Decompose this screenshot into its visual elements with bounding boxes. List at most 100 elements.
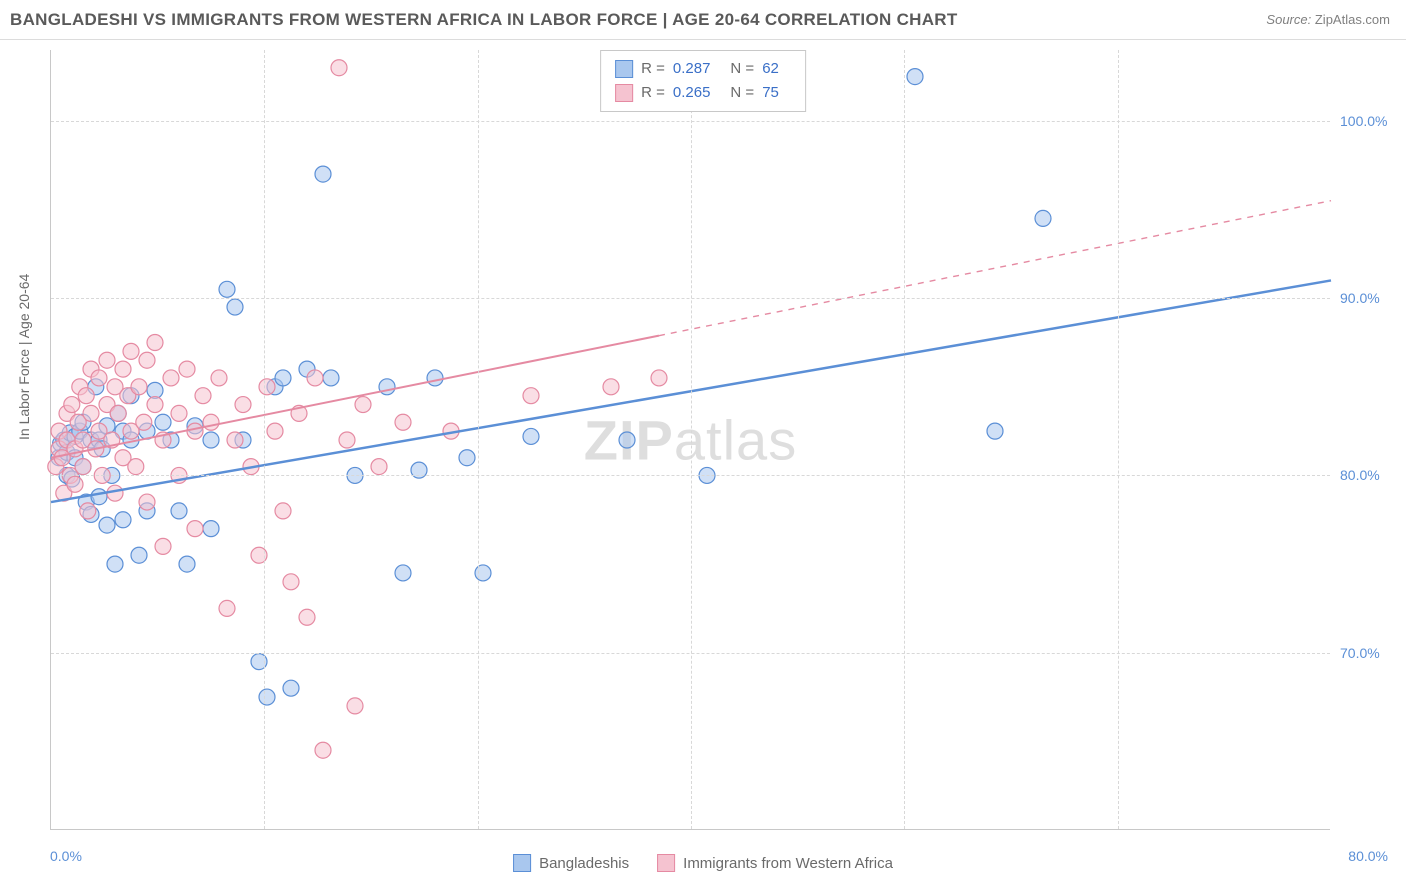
plot-area: ZIPatlas 70.0%80.0%90.0%100.0% [50, 50, 1330, 830]
data-point [227, 432, 243, 448]
bottom-legend: Bangladeshis Immigrants from Western Afri… [513, 854, 893, 872]
data-point [315, 166, 331, 182]
data-point [987, 423, 1003, 439]
data-point [171, 405, 187, 421]
legend-item: Bangladeshis [513, 854, 629, 872]
y-tick-label: 70.0% [1340, 645, 1400, 661]
legend-swatch [513, 854, 531, 872]
data-point [187, 423, 203, 439]
data-point [99, 352, 115, 368]
data-point [315, 742, 331, 758]
gridline-v [264, 50, 265, 829]
data-point [459, 450, 475, 466]
data-point [67, 476, 83, 492]
x-tick-start: 0.0% [50, 848, 82, 864]
data-point [523, 388, 539, 404]
data-point [163, 370, 179, 386]
data-point [235, 397, 251, 413]
stat-r-value: 0.287 [673, 57, 711, 81]
legend-swatch [657, 854, 675, 872]
data-point [339, 432, 355, 448]
gridline-v [478, 50, 479, 829]
data-point [128, 459, 144, 475]
data-point [80, 503, 96, 519]
stats-row: R =0.287N =62 [615, 57, 791, 81]
stats-row: R = 0.265 N = 75 [615, 81, 791, 105]
data-point [347, 698, 363, 714]
data-point [75, 459, 91, 475]
data-point [331, 60, 347, 76]
data-point [123, 343, 139, 359]
data-point [395, 565, 411, 581]
trend-line-dashed [659, 201, 1331, 336]
gridline-v [691, 50, 692, 829]
data-point [651, 370, 667, 386]
data-point [203, 432, 219, 448]
data-point [83, 405, 99, 421]
data-point [219, 600, 235, 616]
data-point [110, 405, 126, 421]
y-tick-label: 90.0% [1340, 290, 1400, 306]
data-point [203, 521, 219, 537]
data-point [603, 379, 619, 395]
legend-label: Bangladeshis [539, 855, 629, 872]
data-point [259, 689, 275, 705]
data-point [395, 414, 411, 430]
stat-n-label: N = [730, 81, 754, 105]
data-point [371, 459, 387, 475]
source-value: ZipAtlas.com [1315, 12, 1390, 27]
stat-r-value: 0.265 [673, 81, 711, 105]
data-point [136, 414, 152, 430]
data-point [131, 547, 147, 563]
stat-n-value: 75 [762, 81, 779, 105]
data-point [147, 335, 163, 351]
data-point [131, 379, 147, 395]
legend-swatch [615, 84, 633, 102]
data-point [275, 370, 291, 386]
data-point [219, 281, 235, 297]
data-point [907, 69, 923, 85]
data-point [619, 432, 635, 448]
data-point [115, 361, 131, 377]
data-point [427, 370, 443, 386]
data-point [275, 503, 291, 519]
data-point [91, 370, 107, 386]
data-point [355, 397, 371, 413]
legend-item: Immigrants from Western Africa [657, 854, 893, 872]
data-point [187, 521, 203, 537]
stat-n-label: N = [730, 57, 754, 81]
legend-label: Immigrants from Western Africa [683, 855, 893, 872]
data-point [155, 538, 171, 554]
data-point [283, 680, 299, 696]
data-point [91, 489, 107, 505]
source-label: Source: [1266, 12, 1311, 27]
data-point [155, 414, 171, 430]
x-tick-end: 80.0% [1348, 848, 1388, 864]
legend-swatch [615, 60, 633, 78]
data-point [115, 512, 131, 528]
data-point [171, 503, 187, 519]
data-point [299, 609, 315, 625]
data-point [179, 361, 195, 377]
data-point [379, 379, 395, 395]
data-point [64, 397, 80, 413]
data-point [259, 379, 275, 395]
data-point [267, 423, 283, 439]
data-point [78, 388, 94, 404]
gridline-v [1118, 50, 1119, 829]
source-credit: Source: ZipAtlas.com [1266, 12, 1390, 27]
data-point [211, 370, 227, 386]
data-point [99, 517, 115, 533]
stat-r-label: R = [641, 81, 665, 105]
data-point [523, 428, 539, 444]
data-point [283, 574, 299, 590]
gridline-v [904, 50, 905, 829]
data-point [227, 299, 243, 315]
data-point [139, 352, 155, 368]
y-tick-label: 80.0% [1340, 467, 1400, 483]
data-point [179, 556, 195, 572]
data-point [147, 397, 163, 413]
y-tick-label: 100.0% [1340, 113, 1400, 129]
stat-n-value: 62 [762, 57, 779, 81]
chart-title: BANGLADESHI VS IMMIGRANTS FROM WESTERN A… [10, 10, 958, 30]
